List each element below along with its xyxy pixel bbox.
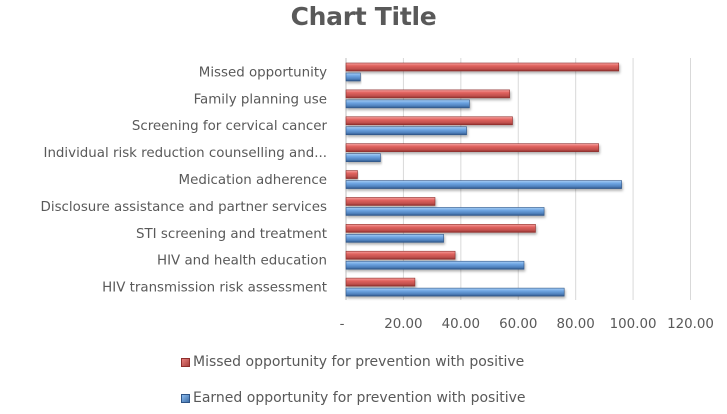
category-label-1: Family planning use — [194, 92, 327, 107]
bar-missed-2 — [345, 116, 513, 126]
x-tick-label-5: 100.00 — [610, 317, 657, 332]
bar-missed-5 — [345, 197, 436, 206]
bar-earned-8 — [345, 287, 565, 297]
bar-missed-7 — [345, 250, 456, 260]
x-tick-label-0: - — [340, 317, 345, 332]
bar-missed-6 — [345, 224, 536, 233]
bar-missed-1 — [345, 89, 510, 99]
bar-missed-3 — [345, 143, 599, 152]
category-label-8: HIV transmission risk assessment — [102, 281, 327, 296]
category-label-7: HIV and health education — [157, 254, 327, 269]
x-tick-label-4: 80.00 — [556, 317, 594, 332]
category-label-5: Disclosure assistance and partner servic… — [41, 200, 327, 215]
bar-earned-5 — [345, 207, 545, 216]
x-tick-label-3: 60.00 — [499, 317, 537, 332]
bar-earned-2 — [345, 126, 467, 136]
category-label-2: Screening for cervical cancer — [132, 119, 328, 134]
category-label-0: Missed opportunity — [199, 65, 327, 80]
bar-earned-4 — [345, 180, 622, 189]
bar-earned-0 — [345, 72, 361, 82]
legend-swatch-earned — [181, 393, 190, 403]
category-label-6: STI screening and treatment — [136, 227, 327, 242]
legend-swatch-missed — [181, 357, 190, 367]
bar-earned-1 — [345, 99, 470, 109]
category-label-3: Individual risk reduction counselling an… — [44, 146, 328, 161]
chart-title: Chart Title — [290, 2, 437, 31]
legend-label-earned: Earned opportunity for prevention with p… — [193, 390, 526, 406]
x-tick-label-2: 40.00 — [442, 317, 480, 332]
bar-missed-4 — [345, 170, 358, 179]
legend-label-missed: Missed opportunity for prevention with p… — [193, 354, 525, 370]
legend-entry-earned: Earned opportunity for prevention with p… — [181, 390, 526, 406]
bar-earned-6 — [345, 234, 444, 243]
bar-missed-0 — [345, 62, 620, 72]
x-tick-label-6: 120.00 — [667, 317, 714, 332]
category-label-4: Medication adherence — [179, 173, 327, 188]
x-tick-label-1: 20.00 — [384, 317, 422, 332]
bar-earned-3 — [345, 153, 381, 162]
legend-entry-missed: Missed opportunity for prevention with p… — [181, 354, 524, 370]
bar-earned-7 — [345, 260, 525, 270]
bar-missed-8 — [345, 277, 416, 287]
